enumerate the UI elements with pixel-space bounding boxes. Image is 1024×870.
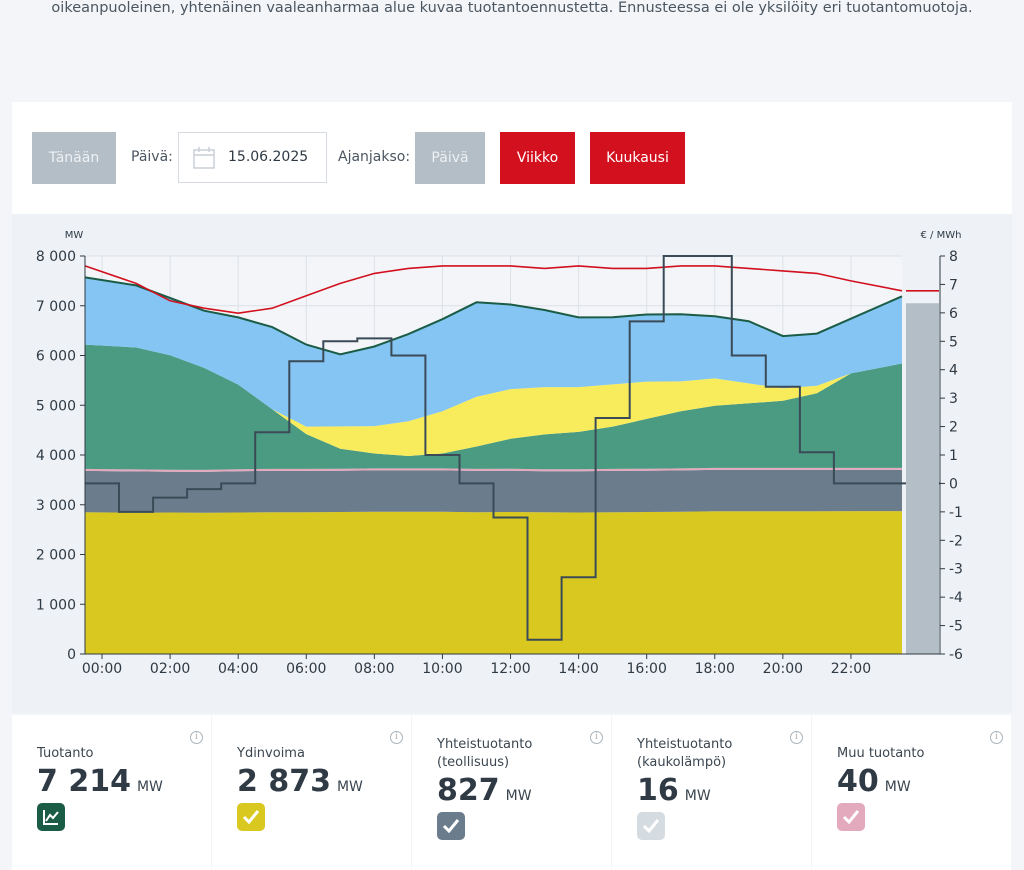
y-tick-label-right: -5 xyxy=(949,619,963,635)
card-value: 7 214 MW xyxy=(37,764,163,799)
card-ydinvoima: Ydinvoima 2 873 MW i xyxy=(212,715,411,860)
card-value: 40 MW xyxy=(837,764,911,799)
y-tick-label-left: 6 000 xyxy=(36,349,76,365)
check-icon[interactable] xyxy=(237,803,265,831)
line-chart-icon[interactable] xyxy=(37,803,65,831)
y-tick-label-left: 3 000 xyxy=(36,498,76,514)
x-tick-label: 04:00 xyxy=(218,661,258,677)
x-tick-label: 00:00 xyxy=(82,661,122,677)
card-title: Yhteistuotanto (teollisuus) xyxy=(437,737,533,770)
y-tick-label-left: 2 000 xyxy=(36,548,76,564)
y-tick-label-left: 4 000 xyxy=(36,448,76,464)
total-production-line xyxy=(84,276,903,356)
date-value: 15.06.2025 xyxy=(228,149,309,165)
card-title: Ydinvoima xyxy=(237,746,305,761)
x-tick-label: 16:00 xyxy=(627,661,667,677)
card-unit: MW xyxy=(336,779,363,795)
y-tick-label-right: -6 xyxy=(949,647,963,663)
card-value-number: 827 xyxy=(437,773,500,808)
x-tick-label: 12:00 xyxy=(490,661,530,677)
y-tick-label-right: 6 xyxy=(949,306,958,322)
y-tick-label-right: -4 xyxy=(949,590,963,606)
y-axis-left-unit: MW xyxy=(65,230,84,241)
card-yhteistuotanto-teollisuus: Yhteistuotanto (teollisuus) 827 MW i xyxy=(412,715,611,860)
date-label: Päivä: xyxy=(131,149,173,165)
info-icon[interactable]: i xyxy=(790,731,803,744)
card-value-number: 2 873 xyxy=(237,764,331,799)
card-title: Yhteistuotanto (kaukolämpö) xyxy=(637,737,733,770)
x-tick-label: 18:00 xyxy=(695,661,735,677)
card-title: Tuotanto xyxy=(37,746,94,761)
calendar-icon xyxy=(193,147,215,169)
x-tick-label: 06:00 xyxy=(286,661,326,677)
summary-cards: Tuotanto 7 214 MW i Ydinvoima 2 873 MW i Y… xyxy=(12,714,1012,870)
y-tick-label-left: 7 000 xyxy=(36,299,76,315)
y-tick-label-right: 0 xyxy=(949,476,958,492)
y-tick-label-right: 1 xyxy=(949,448,958,464)
card-value: 16 MW xyxy=(637,773,711,808)
card-unit: MW xyxy=(884,779,911,795)
price-line xyxy=(85,255,940,641)
y-tick-label-right: -2 xyxy=(949,533,963,549)
area-series-3 xyxy=(85,344,902,470)
card-value-number: 7 214 xyxy=(37,764,131,799)
consumption-line xyxy=(84,265,903,315)
card-value-number: 40 xyxy=(837,764,879,799)
y-tick-label-left: 1 000 xyxy=(36,597,76,613)
y-axis-right-unit: € / MWh xyxy=(921,230,962,241)
card-tuotanto: Tuotanto 7 214 MW i xyxy=(12,715,211,860)
card-next-row xyxy=(212,860,411,870)
card-yhteistuotanto-kaukolampo: Yhteistuotanto (kaukolämpö) 16 MW i xyxy=(612,715,811,860)
y-tick-label-right: 4 xyxy=(949,363,958,379)
info-icon[interactable]: i xyxy=(990,731,1003,744)
y-tick-label-left: 5 000 xyxy=(36,398,76,414)
area-series-4 xyxy=(85,344,902,456)
info-icon[interactable]: i xyxy=(190,731,203,744)
y-tick-label-right: 3 xyxy=(949,391,958,407)
info-icon[interactable]: i xyxy=(590,731,603,744)
card-next-row xyxy=(612,860,811,870)
y-tick-label-left: 8 000 xyxy=(36,249,76,265)
check-icon[interactable] xyxy=(837,803,865,831)
x-tick-label: 22:00 xyxy=(831,661,871,677)
y-tick-label-right: -3 xyxy=(949,562,963,578)
x-tick-label: 10:00 xyxy=(422,661,462,677)
forecast-bar xyxy=(906,303,939,654)
y-tick-label-right: 2 xyxy=(949,420,958,436)
area-series-0 xyxy=(85,511,902,654)
card-unit: MW xyxy=(684,788,711,804)
y-tick-label-right: 7 xyxy=(949,277,958,293)
intro-text: oikeanpuoleinen, yhtenäinen vaaleanharma… xyxy=(51,0,973,16)
card-value: 827 MW xyxy=(437,773,532,808)
card-unit: MW xyxy=(136,779,163,795)
card-title: Muu tuotanto xyxy=(837,746,925,761)
y-tick-label-left: 0 xyxy=(67,647,76,663)
card-value: 2 873 MW xyxy=(237,764,363,799)
period-day-button[interactable]: Päivä xyxy=(415,132,485,184)
today-button[interactable]: Tänään xyxy=(32,132,116,184)
y-tick-label-right: 5 xyxy=(949,334,958,350)
x-tick-label: 08:00 xyxy=(354,661,394,677)
period-label: Ajanjakso: xyxy=(338,149,411,165)
check-icon[interactable] xyxy=(637,812,665,840)
x-tick-label: 14:00 xyxy=(558,661,598,677)
check-icon[interactable] xyxy=(437,812,465,840)
card-unit: MW xyxy=(505,788,532,804)
date-field[interactable]: 15.06.2025 xyxy=(178,132,327,183)
card-muu-tuotanto: Muu tuotanto 40 MW i xyxy=(812,715,1011,860)
card-value-number: 16 xyxy=(637,773,679,808)
card-next-row xyxy=(12,860,211,870)
x-tick-label: 20:00 xyxy=(763,661,803,677)
date-controls: Tänään Päivä: 15.06.2025 Ajanjakso: Päiv… xyxy=(12,102,1012,214)
period-month-button[interactable]: Kuukausi xyxy=(590,132,685,184)
card-next-row xyxy=(812,860,1011,870)
y-tick-label-right: -1 xyxy=(949,505,963,521)
x-tick-label: 02:00 xyxy=(150,661,190,677)
card-next-row xyxy=(412,860,611,870)
period-week-button[interactable]: Viikko xyxy=(500,132,575,184)
info-icon[interactable]: i xyxy=(390,731,403,744)
y-tick-label-right: 8 xyxy=(949,249,958,265)
